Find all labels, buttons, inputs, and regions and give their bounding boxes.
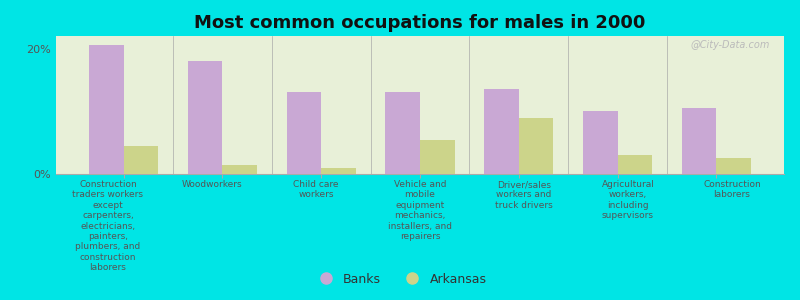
Legend: Banks, Arkansas: Banks, Arkansas [308, 268, 492, 291]
Bar [222, 165, 257, 174]
Bar [518, 118, 554, 174]
Bar [716, 158, 751, 174]
Bar [124, 146, 158, 174]
Text: Agricultural
workers,
including
supervisors: Agricultural workers, including supervis… [602, 180, 654, 220]
Bar [286, 92, 322, 174]
Title: Most common occupations for males in 2000: Most common occupations for males in 200… [194, 14, 646, 32]
Text: Driver/sales
workers and
truck drivers: Driver/sales workers and truck drivers [495, 180, 553, 210]
Text: Vehicle and
mobile
equipment
mechanics,
installers, and
repairers: Vehicle and mobile equipment mechanics, … [388, 180, 452, 241]
Bar [420, 140, 454, 174]
Bar [386, 92, 420, 174]
Text: Construction
traders workers
except
carpenters,
electricians,
painters,
plumbers: Construction traders workers except carp… [73, 180, 143, 272]
Text: Construction
laborers: Construction laborers [703, 180, 761, 200]
Bar [618, 155, 652, 174]
Bar [322, 168, 356, 174]
Bar [188, 61, 222, 174]
Text: Child care
workers: Child care workers [294, 180, 338, 200]
Text: Woodworkers: Woodworkers [182, 180, 242, 189]
Bar [583, 111, 618, 174]
Bar [89, 45, 124, 174]
Bar [484, 89, 518, 174]
Bar [682, 108, 716, 174]
Text: @City-Data.com: @City-Data.com [690, 40, 770, 50]
